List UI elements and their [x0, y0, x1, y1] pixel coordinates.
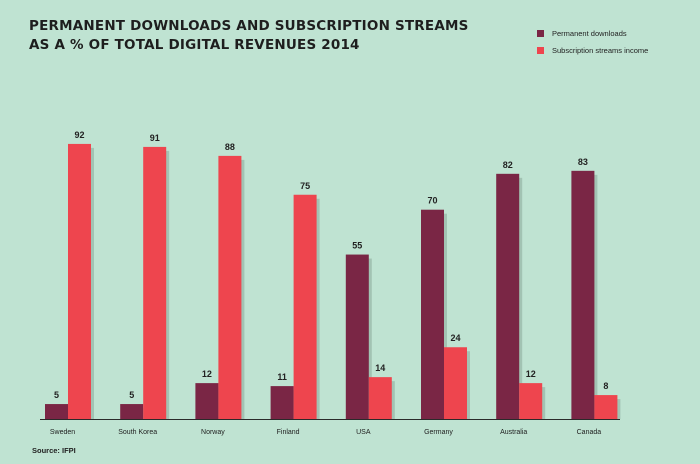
data-label: 12 [202, 369, 212, 379]
x-tick-label: Australia [500, 429, 527, 436]
bar-streams-germany [444, 347, 467, 419]
bar-streams-canada [594, 395, 618, 419]
legend-label-streams: Subscription streams income [552, 46, 649, 55]
data-label: 55 [352, 241, 362, 251]
bar-downloads-usa [345, 254, 369, 419]
bar-streams-sweden [68, 143, 91, 420]
bar-streams-finland [293, 194, 317, 419]
legend-swatch-streams [537, 47, 544, 54]
data-label: 88 [225, 142, 235, 152]
data-label: 14 [375, 363, 385, 373]
bar-streams-australia [519, 383, 543, 419]
legend: Permanent downloads Subscription streams… [537, 25, 648, 59]
legend-swatch-downloads [537, 30, 544, 37]
legend-item-subscription-streams: Subscription streams income [537, 42, 648, 59]
chart-title-line-2: AS A % OF TOTAL DIGITAL REVENUES 2014 [29, 37, 360, 53]
source-note: Source: IFPI [32, 446, 76, 455]
bar-downloads-germany [421, 209, 444, 419]
data-label: 5 [129, 390, 134, 400]
chart-title-line-1: PERMANENT DOWNLOADS AND SUBSCRIPTION STR… [29, 18, 469, 34]
x-tick-label: Canada [577, 429, 602, 436]
data-label: 24 [450, 333, 460, 343]
data-label: 75 [300, 181, 310, 191]
data-label: 5 [54, 390, 59, 400]
legend-item-permanent-downloads: Permanent downloads [537, 25, 648, 42]
data-label: 11 [277, 372, 287, 382]
data-label: 83 [578, 157, 588, 167]
data-label: 82 [503, 160, 513, 170]
x-tick-label: Norway [201, 429, 225, 436]
bar-downloads-australia [496, 173, 520, 419]
x-tick-label: Sweden [50, 429, 75, 436]
bar-downloads-norway [195, 383, 219, 419]
x-tick-label: Germany [424, 429, 453, 436]
data-label: 8 [603, 381, 608, 391]
bar-streams-south-korea [143, 146, 167, 419]
x-tick-label: Finland [277, 429, 300, 436]
bar-streams-usa [368, 377, 392, 419]
x-tick-label: USA [356, 429, 371, 436]
bar-downloads-south-korea [120, 404, 144, 419]
data-label: 12 [526, 369, 536, 379]
x-tick-label: South Korea [118, 429, 157, 436]
data-label: 70 [427, 196, 437, 206]
data-label: 91 [150, 133, 160, 143]
chart-title: PERMANENT DOWNLOADS AND SUBSCRIPTION STR… [29, 17, 469, 55]
bar-downloads-finland [270, 386, 294, 419]
bar-downloads-sweden [45, 404, 68, 419]
bar-streams-norway [218, 155, 242, 419]
data-label: 92 [74, 130, 84, 140]
bar-downloads-canada [571, 170, 595, 419]
legend-label-downloads: Permanent downloads [552, 29, 627, 38]
